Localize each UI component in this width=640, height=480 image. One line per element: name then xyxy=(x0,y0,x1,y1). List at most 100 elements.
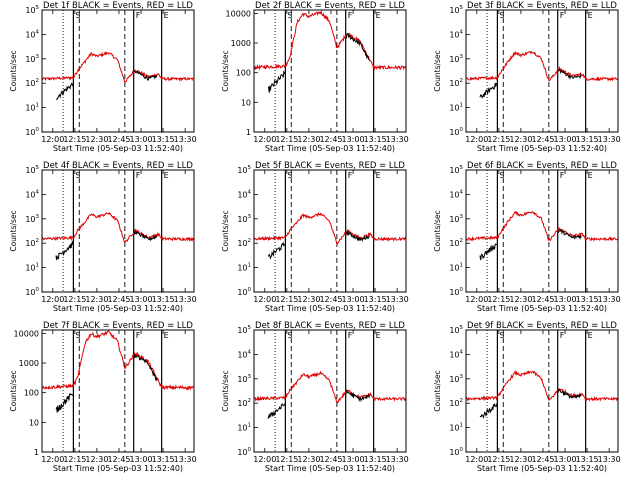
x-tick-label: 12:30 xyxy=(85,455,108,464)
plot-frame xyxy=(253,329,407,453)
y-tick-label: 104 xyxy=(449,189,463,199)
marker-label: S xyxy=(287,171,292,180)
y-tick-label: 10 xyxy=(241,98,251,107)
y-tick-label: 105 xyxy=(237,165,251,175)
x-tick-label: 12:45 xyxy=(531,295,554,304)
series-black-events xyxy=(479,69,582,99)
y-tick-label: 105 xyxy=(449,165,463,175)
y-tick-label: 10 xyxy=(29,418,39,427)
marker-label: S xyxy=(499,171,504,180)
x-tick-label: 12:00 xyxy=(41,295,64,304)
x-tick-label: 12:00 xyxy=(253,135,276,144)
x-tick-label: 12:45 xyxy=(319,135,342,144)
x-tick-label: 13:30 xyxy=(386,135,409,144)
plot-frame xyxy=(465,169,619,293)
x-tick-label: 12:00 xyxy=(41,455,64,464)
marker-label: S xyxy=(75,11,80,20)
x-tick-label: 12:15 xyxy=(487,295,510,304)
plot-title: Det 2f BLACK = Events, RED = LLD xyxy=(255,1,405,11)
marker-label: F xyxy=(136,171,141,180)
x-tick-label: 13:15 xyxy=(364,455,387,464)
x-tick-label: 12:00 xyxy=(41,135,64,144)
series-red-lld xyxy=(465,50,619,82)
y-tick-label: 103 xyxy=(25,54,39,64)
y-tick-label: 104 xyxy=(25,189,39,199)
plot-frame xyxy=(41,169,195,293)
x-tick-label: 12:30 xyxy=(509,135,532,144)
x-tick-label: 13:00 xyxy=(554,135,577,144)
series-black-events xyxy=(479,388,582,419)
y-tick-label: 102 xyxy=(237,238,251,248)
plot-title: Det 1f BLACK = Events, RED = LLD xyxy=(43,1,193,11)
y-tick-label: 103 xyxy=(449,54,463,64)
y-axis-title: Counts/sec xyxy=(9,210,18,251)
y-tick-label: 101 xyxy=(237,263,251,273)
series-red-lld xyxy=(253,370,407,404)
y-tick-label: 104 xyxy=(449,29,463,39)
x-tick-label: 12:45 xyxy=(107,455,130,464)
x-tick-label: 12:45 xyxy=(531,135,554,144)
x-tick-label: 12:30 xyxy=(509,455,532,464)
y-tick-label: 105 xyxy=(25,165,39,175)
series-red-lld xyxy=(41,330,194,391)
y-tick-label: 100 xyxy=(25,287,39,297)
marker-label: E xyxy=(376,331,381,340)
x-tick-label: 13:00 xyxy=(130,295,153,304)
series-black-events xyxy=(267,230,370,260)
marker-label: F xyxy=(560,11,565,20)
y-axis-title: Counts/sec xyxy=(221,370,230,411)
marker-label: S xyxy=(287,331,292,340)
x-tick-label: 13:15 xyxy=(152,295,175,304)
y-tick-label: 102 xyxy=(449,398,463,408)
x-tick-label: 12:30 xyxy=(85,135,108,144)
series-red-lld xyxy=(253,211,407,246)
marker-label: S xyxy=(287,11,292,20)
x-tick-label: 12:30 xyxy=(297,295,320,304)
y-tick-label: 104 xyxy=(25,29,39,39)
series-red-lld xyxy=(41,211,195,243)
x-tick-label: 12:45 xyxy=(531,455,554,464)
y-tick-label: 1 xyxy=(246,128,251,137)
marker-label: S xyxy=(499,11,504,20)
y-tick-label: 100 xyxy=(449,447,463,457)
y-tick-label: 101 xyxy=(25,263,39,273)
plot-frame xyxy=(41,329,195,453)
marker-label: F xyxy=(560,331,565,340)
y-tick-label: 100 xyxy=(237,287,251,297)
plot-frame xyxy=(465,329,619,453)
x-tick-label: 12:45 xyxy=(319,455,342,464)
plot-frame xyxy=(253,169,407,293)
y-tick-label: 101 xyxy=(449,423,463,433)
x-tick-label: 13:15 xyxy=(152,455,175,464)
x-tick-label: 12:15 xyxy=(275,455,298,464)
plot-title: Det 7f BLACK = Events, RED = LLD xyxy=(43,321,193,331)
y-tick-label: 105 xyxy=(25,5,39,15)
x-tick-label: 12:00 xyxy=(253,295,276,304)
series-black-events xyxy=(55,229,158,261)
x-tick-label: 13:30 xyxy=(174,455,197,464)
y-axis-title: Counts/sec xyxy=(221,50,230,91)
x-tick-label: 12:30 xyxy=(297,455,320,464)
x-tick-label: 13:00 xyxy=(342,135,365,144)
x-tick-label: 12:30 xyxy=(509,295,532,304)
x-tick-label: 13:30 xyxy=(386,295,409,304)
y-tick-label: 101 xyxy=(449,103,463,113)
x-axis-title: Start Time (05-Sep-03 11:52:40) xyxy=(265,304,395,313)
y-tick-label: 105 xyxy=(449,5,463,15)
x-tick-label: 12:15 xyxy=(63,295,86,304)
plot-title: Det 3f BLACK = Events, RED = LLD xyxy=(467,1,617,11)
x-tick-label: 12:15 xyxy=(487,455,510,464)
y-axis-title: Counts/sec xyxy=(221,210,230,251)
y-tick-label: 100 xyxy=(237,447,251,457)
y-tick-label: 10000 xyxy=(226,9,251,18)
y-axis-title: Counts/sec xyxy=(433,370,442,411)
x-tick-label: 12:00 xyxy=(465,295,488,304)
y-tick-label: 105 xyxy=(449,325,463,335)
y-axis-title: Counts/sec xyxy=(9,50,18,91)
x-axis-title: Start Time (05-Sep-03 11:52:40) xyxy=(477,144,607,153)
